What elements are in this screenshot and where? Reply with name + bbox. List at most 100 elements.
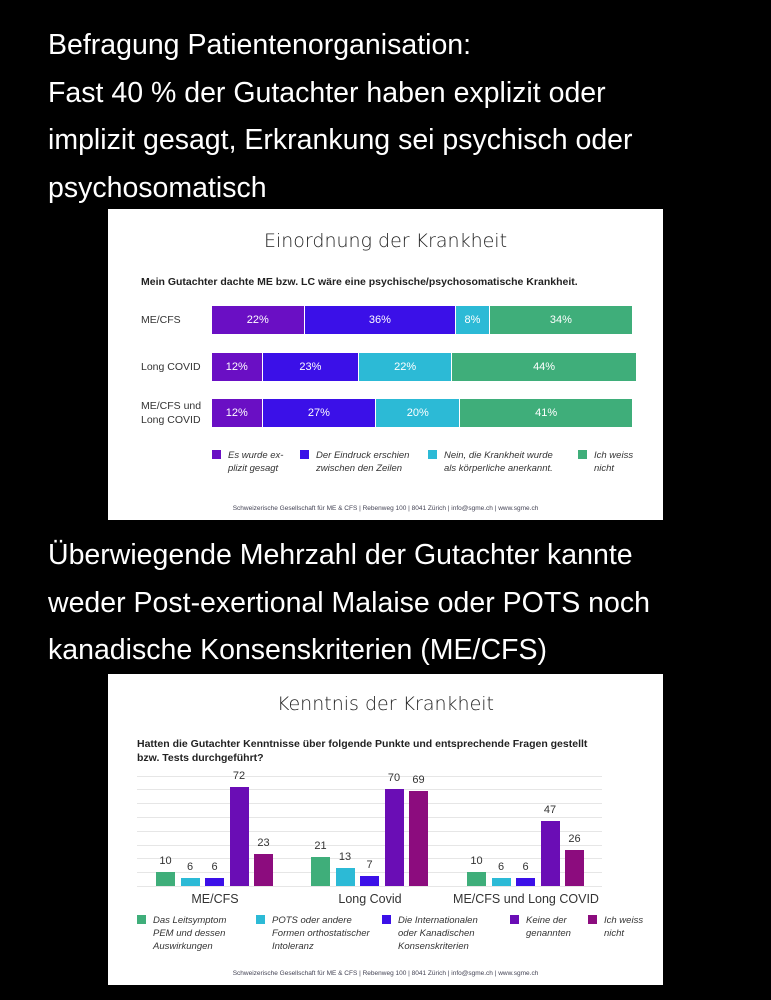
category-label: ME/CFS [191,892,239,906]
legend-swatch [588,915,597,924]
data-label: 6 [497,860,505,873]
legend-item: Keine der genannten [510,914,588,940]
subtitle-line: bzw. Tests durchgeführt? [137,752,264,764]
headline-line: kanadische Konsenskriterien (ME/CFS) [48,634,547,666]
row-label: ME/CFS und Long COVID [141,400,202,426]
bar [565,850,584,886]
legend-item: Ich weiss nicht [588,914,654,940]
bar-segment: 22% [212,306,305,334]
legend-label: Es wurde ex-plizit gesagt [228,450,284,474]
row-label: Long COVID [141,361,201,373]
bar-segment: 23% [262,353,360,381]
legend-label: Der Eindruck erschien zwischen den Zeilen [316,450,410,474]
headline-line: implizit gesagt, Erkrankung sei psychisc… [48,124,633,156]
legend-label: POTS oder andere Formen orthostatischer In… [272,915,370,952]
bar [311,857,330,886]
data-label: 10 [470,855,483,868]
bar [467,872,486,886]
headline-line: weder Post-exertional Malaise oder POTS … [48,586,650,619]
legend-label: Nein, die Krankheit wurde als körperliche… [444,450,553,474]
gridline [137,858,602,860]
legend-label: Ich weiss nicht [594,450,634,474]
headline-2: Überwiegende Mehrzahl der Gutachter kann… [48,532,650,675]
chart-title: Kenntnis der Krankheit [276,693,494,715]
headline-line: Fast 40 % der Gutachter haben explizit o… [48,76,606,109]
bar [205,877,224,886]
legend-label: Keine der genannten [526,915,571,939]
chart-footer: Schweizerische Gesellschaft für ME & CFS… [232,505,539,512]
bar-segment: 27% [262,399,377,427]
bar [254,854,273,886]
gridline [137,817,602,818]
data-label: 6 [522,860,529,873]
data-label: 69 [412,773,425,786]
data-label: 26 [568,833,581,846]
legend-item: POTS oder andere Formen orthostatischer In… [256,914,382,953]
bar-segment: 8% [456,306,490,334]
headline-line: Überwiegende Mehrzahl der Gutachter kann… [48,539,633,571]
data-label: 6 [186,860,194,873]
bar [156,872,175,886]
data-label: 23 [257,837,270,850]
bar [491,877,511,886]
legend-swatch [256,915,265,924]
category-label: Long Covid [338,892,402,906]
bar-segment: 41% [460,399,633,427]
legend-swatch [382,915,391,924]
headline-1: Befragung Patientenorganisation: Fast 40… [48,22,633,212]
bar-segment: 20% [376,399,461,427]
chart-subtitle: Mein Gutachter dachte ME bzw. LC wäre ei… [141,276,578,288]
bar-segment: 12% [212,353,263,381]
bar-segment: 34% [489,306,633,334]
legend-swatch [212,450,221,459]
bar [360,876,379,886]
bar-segment: 36% [304,306,457,334]
bar-segment: 44% [451,353,638,381]
chart-title: Einordnung der Krankheit [263,230,508,252]
data-label: 70 [387,772,401,785]
data-label: 13 [338,851,352,864]
bar [229,786,249,886]
bar [180,877,200,886]
legend-item: Ich weiss nicht [578,449,646,475]
bar [384,789,404,886]
headline-line: psychosomatisch [48,171,267,204]
chart-kenntnis: Kenntnis der Krankheit Hatten die Gutach… [108,674,663,985]
chart-subtitle: Hatten die Gutachter Kenntnisse über fol… [137,737,587,765]
gridline [137,803,602,805]
legend-label: Das Leitsymptom PEM und dessen Auswirkunge… [153,915,227,952]
gridline [137,775,602,777]
row-label: ME/CFS [141,314,181,326]
gridline [137,830,602,832]
bar [516,877,535,886]
legend-swatch [428,450,437,459]
bar-segment: 12% [212,399,263,427]
legend-swatch [578,450,587,459]
category-label: ME/CFS und Long COVID [453,892,599,906]
data-label: 47 [543,804,557,817]
legend-item: Das Leitsymptom PEM und dessen Auswirkunge… [137,914,253,953]
legend-label: Die Internationalen oder Kanadischen Konse… [398,915,478,952]
gridline [137,872,602,874]
data-label: 72 [232,769,246,782]
subtitle-line: Hatten die Gutachter Kenntnisse über fol… [137,738,588,750]
bar [540,821,560,886]
gridline [137,789,602,791]
chart-footer: Schweizerische Gesellschaft für ME & CFS… [232,970,539,977]
legend-swatch [300,450,309,459]
bar-segment: 22% [359,353,452,381]
bar [409,790,428,886]
legend-item: Die Internationalen oder Kanadischen Konse… [382,914,506,953]
legend-swatch [137,915,146,924]
data-label: 10 [159,855,172,868]
data-label: 7 [366,859,373,872]
legend-label: Ich weiss nicht [604,915,644,939]
bar [335,868,355,886]
gridline [137,886,602,887]
chart-einordnung: Einordnung der Krankheit Mein Gutachter … [108,209,663,520]
gridline [137,844,602,846]
legend-item: Es wurde ex-plizit gesagt [212,449,300,475]
legend-swatch [510,915,519,924]
data-label: 21 [314,840,327,853]
headline-line: Befragung Patientenorganisation: [48,29,472,61]
